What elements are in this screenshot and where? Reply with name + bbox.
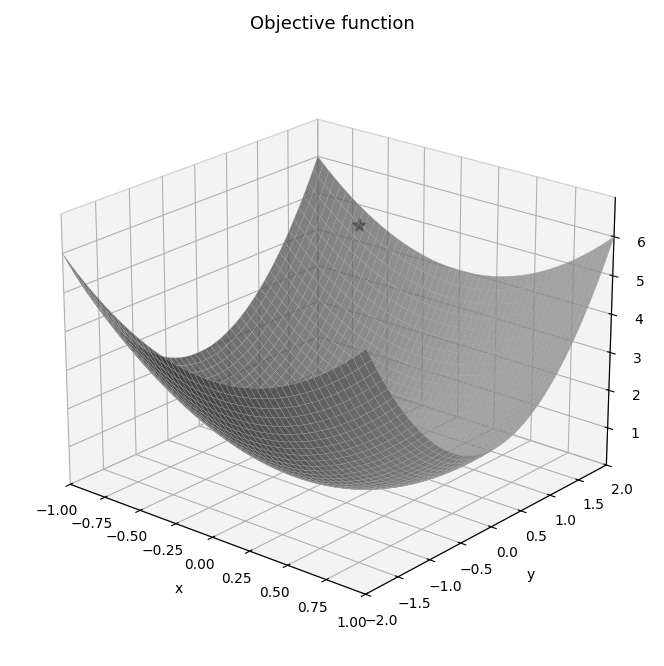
Title: Objective function: Objective function [250,15,414,33]
X-axis label: x: x [175,582,183,596]
Y-axis label: y: y [527,569,535,583]
